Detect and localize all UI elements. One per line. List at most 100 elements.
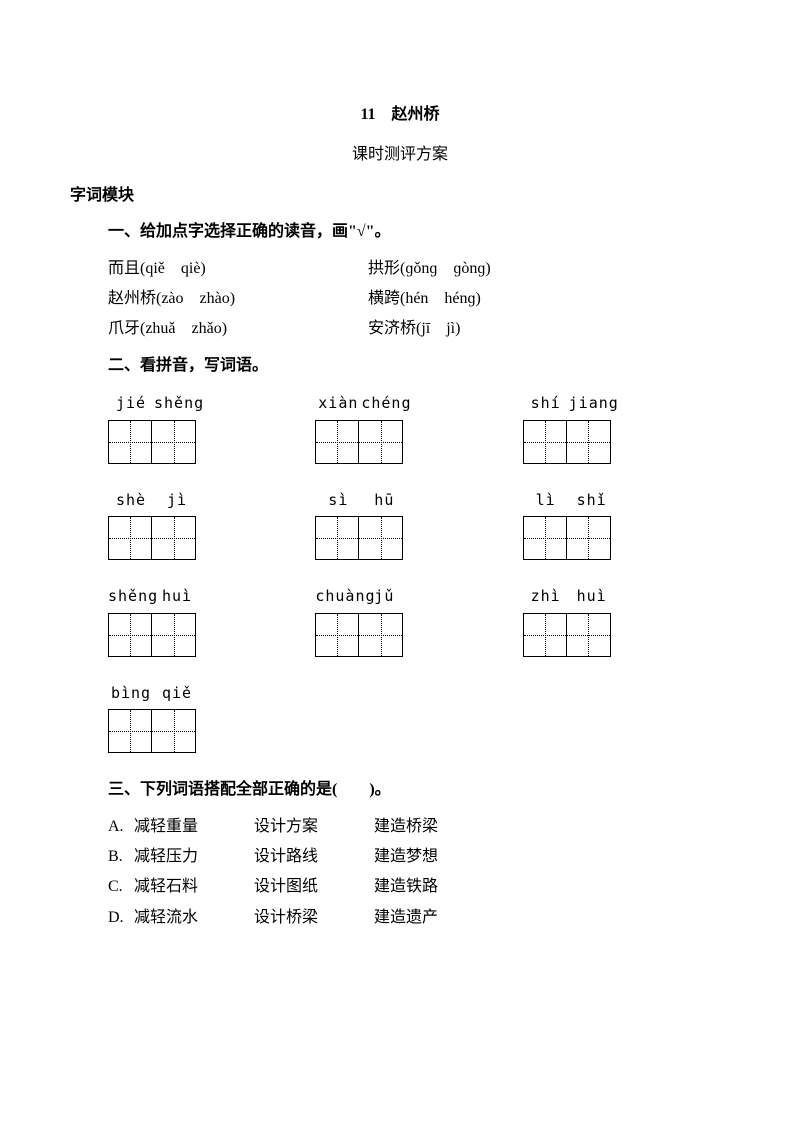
- pinyin-labels: shěng huì: [108, 582, 315, 611]
- pinyin-labels: bìng qiě: [108, 679, 328, 708]
- subtitle: 课时测评方案: [70, 140, 730, 170]
- pinyin-syllable: jì: [154, 486, 200, 515]
- option-label: D.: [108, 903, 134, 933]
- q1-item: 横跨(hén hénɡ): [368, 284, 628, 314]
- q2-grid: jié shěng xiàn chéng: [108, 389, 730, 753]
- tianzige-pair: [108, 613, 315, 657]
- tianzige-cell[interactable]: [523, 613, 567, 657]
- pinyin-syllable: bìng: [108, 679, 154, 708]
- tianzige-pair: [315, 516, 522, 560]
- pinyin-syllable: jié: [108, 389, 154, 418]
- pinyin-syllable: shè: [108, 486, 154, 515]
- q1-row-1: 而且(qiě qiè) 拱形(ɡǒnɡ ɡònɡ): [108, 254, 730, 284]
- option-item: 减轻重量: [134, 812, 254, 842]
- tianzige-cell[interactable]: [152, 516, 196, 560]
- q1-item: 而且(qiě qiè): [108, 254, 368, 284]
- pinyin-syllable: shěng: [154, 389, 200, 418]
- pinyin-syllable: jiang: [569, 389, 615, 418]
- worksheet-page: 11 赵州桥 课时测评方案 字词模块 一、给加点字选择正确的读音，画"√"。 而…: [0, 0, 800, 973]
- tianzige-cell[interactable]: [359, 516, 403, 560]
- q3-option-b: B. 减轻压力 设计路线 建造梦想: [108, 842, 730, 872]
- tianzige-cell[interactable]: [152, 709, 196, 753]
- option-item: 建造遗产: [374, 903, 494, 933]
- q2-row-2: shè jì sì hū lì: [108, 486, 730, 561]
- q3-option-c: C. 减轻石料 设计图纸 建造铁路: [108, 872, 730, 902]
- pinyin-labels: chuàng jǔ: [315, 582, 522, 611]
- tianzige-cell[interactable]: [315, 516, 359, 560]
- option-item: 建造铁路: [374, 872, 494, 902]
- pinyin-syllable: shí: [523, 389, 569, 418]
- q1-heading: 一、给加点字选择正确的读音，画"√"。: [108, 217, 730, 247]
- pinyin-syllable: xiàn: [315, 389, 361, 418]
- pinyin-labels: zhì huì: [523, 582, 730, 611]
- pinyin-syllable: chéng: [361, 389, 407, 418]
- option-label: B.: [108, 842, 134, 872]
- tianzige-pair: [523, 613, 730, 657]
- tianzige-cell[interactable]: [567, 420, 611, 464]
- lesson-title: 11 赵州桥: [70, 100, 730, 130]
- option-item: 设计桥梁: [254, 903, 374, 933]
- option-item: 建造桥梁: [374, 812, 494, 842]
- option-item: 减轻石料: [134, 872, 254, 902]
- tianzige-cell[interactable]: [108, 516, 152, 560]
- option-item: 设计图纸: [254, 872, 374, 902]
- pinyin-labels: jié shěng: [108, 389, 315, 418]
- tianzige-cell[interactable]: [108, 420, 152, 464]
- tianzige-pair: [315, 420, 522, 464]
- tianzige-pair: [523, 420, 730, 464]
- option-label: A.: [108, 812, 134, 842]
- tianzige-cell[interactable]: [315, 420, 359, 464]
- q3-option-d: D. 减轻流水 设计桥梁 建造遗产: [108, 903, 730, 933]
- tianzige-cell[interactable]: [567, 613, 611, 657]
- q1-item: 爪牙(zhuǎ zhǎo): [108, 314, 368, 344]
- option-item: 减轻压力: [134, 842, 254, 872]
- tianzige-pair: [108, 420, 315, 464]
- pinyin-box-group: shěng huì: [108, 582, 315, 657]
- pinyin-box-group: xiàn chéng: [315, 389, 522, 464]
- option-item: 建造梦想: [374, 842, 494, 872]
- q1-item: 赵州桥(zào zhào): [108, 284, 368, 314]
- q3-option-a: A. 减轻重量 设计方案 建造桥梁: [108, 812, 730, 842]
- pinyin-syllable: sì: [315, 486, 361, 515]
- pinyin-labels: sì hū: [315, 486, 522, 515]
- option-item: 设计方案: [254, 812, 374, 842]
- pinyin-syllable: shěng: [108, 582, 154, 611]
- tianzige-pair: [108, 709, 328, 753]
- q2-row-3: shěng huì chuàng jǔ: [108, 582, 730, 657]
- tianzige-cell[interactable]: [359, 420, 403, 464]
- tianzige-cell[interactable]: [523, 420, 567, 464]
- tianzige-cell[interactable]: [108, 613, 152, 657]
- pinyin-box-group: jié shěng: [108, 389, 315, 464]
- option-item: 减轻流水: [134, 903, 254, 933]
- pinyin-syllable: huì: [569, 582, 615, 611]
- pinyin-syllable: chuàng: [315, 582, 361, 611]
- pinyin-syllable: jǔ: [361, 582, 407, 611]
- q1-item: 拱形(ɡǒnɡ ɡònɡ): [368, 254, 628, 284]
- tianzige-cell[interactable]: [152, 420, 196, 464]
- tianzige-pair: [315, 613, 522, 657]
- pinyin-box-group: sì hū: [315, 486, 522, 561]
- tianzige-cell[interactable]: [359, 613, 403, 657]
- tianzige-pair: [108, 516, 315, 560]
- pinyin-box-group: lì shǐ: [523, 486, 730, 561]
- q3-heading: 三、下列词语搭配全部正确的是( )。: [108, 775, 730, 805]
- pinyin-syllable: shǐ: [569, 486, 615, 515]
- q2-row-1: jié shěng xiàn chéng: [108, 389, 730, 464]
- pinyin-box-group: zhì huì: [523, 582, 730, 657]
- q1-row-2: 赵州桥(zào zhào) 横跨(hén hénɡ): [108, 284, 730, 314]
- option-label: C.: [108, 872, 134, 902]
- pinyin-syllable: hū: [361, 486, 407, 515]
- tianzige-cell[interactable]: [315, 613, 359, 657]
- tianzige-cell[interactable]: [523, 516, 567, 560]
- pinyin-labels: xiàn chéng: [315, 389, 522, 418]
- q1-item: 安济桥(jī jì): [368, 314, 628, 344]
- q2-row-4: bìng qiě: [108, 679, 730, 754]
- tianzige-cell[interactable]: [152, 613, 196, 657]
- pinyin-box-group: bìng qiě: [108, 679, 328, 754]
- q3-options: A. 减轻重量 设计方案 建造桥梁 B. 减轻压力 设计路线 建造梦想 C. 减…: [108, 812, 730, 934]
- tianzige-pair: [523, 516, 730, 560]
- tianzige-cell[interactable]: [108, 709, 152, 753]
- pinyin-box-group: shè jì: [108, 486, 315, 561]
- pinyin-labels: shí jiang: [523, 389, 730, 418]
- tianzige-cell[interactable]: [567, 516, 611, 560]
